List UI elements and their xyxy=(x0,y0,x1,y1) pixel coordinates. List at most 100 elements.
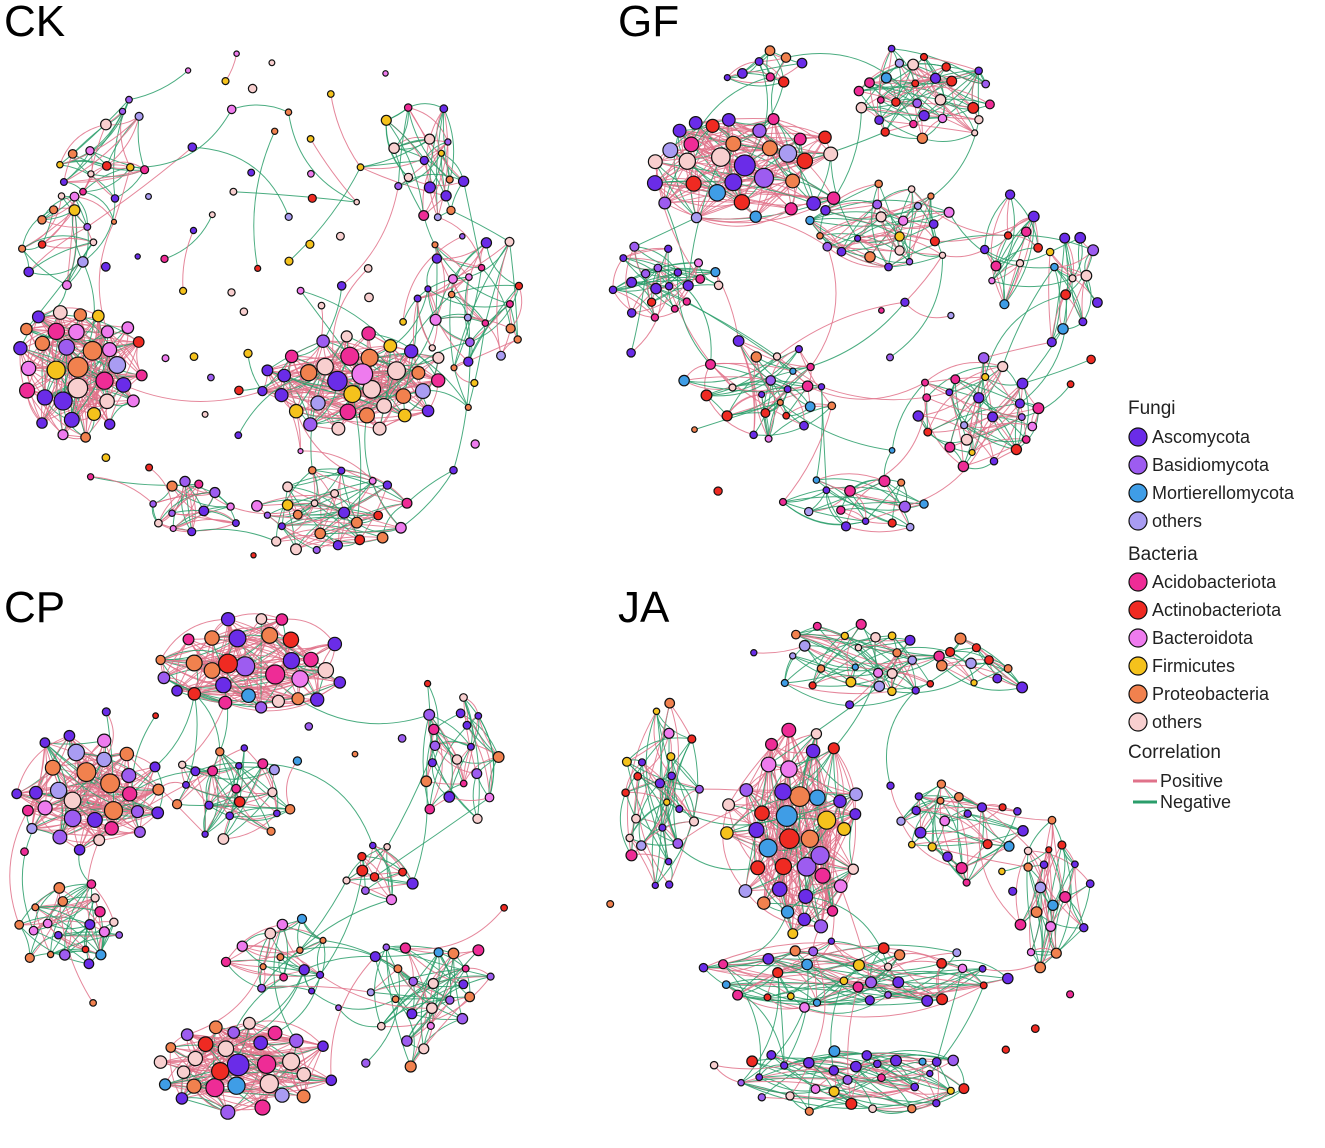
edge-negative xyxy=(753,829,788,913)
network-node xyxy=(772,352,782,361)
edge-positive xyxy=(19,897,96,926)
edge-negative xyxy=(395,998,415,1067)
edge-positive xyxy=(225,918,303,963)
network-node xyxy=(304,722,314,731)
network-node xyxy=(936,958,947,969)
edge-positive xyxy=(172,484,200,529)
edge-negative xyxy=(626,737,692,763)
network-node xyxy=(39,737,51,749)
network-node xyxy=(14,919,25,930)
network-node xyxy=(250,552,257,559)
network-node xyxy=(284,256,294,266)
edge-positive xyxy=(696,160,806,219)
edge-positive xyxy=(16,785,130,795)
network-node xyxy=(182,633,195,646)
edge-negative xyxy=(623,257,670,287)
network-node xyxy=(778,497,788,507)
network-node xyxy=(782,411,791,420)
edge-positive xyxy=(41,173,92,221)
edge-positive xyxy=(858,644,913,661)
edge-negative xyxy=(991,277,1073,288)
network-node xyxy=(914,792,924,801)
network-node xyxy=(90,893,100,903)
legend-label-basidiomycota: Basidiomycota xyxy=(1152,455,1270,475)
edge-negative xyxy=(59,99,130,166)
edge-negative xyxy=(830,980,845,1071)
network-node xyxy=(775,804,798,827)
edge-negative xyxy=(273,924,297,1042)
network-node xyxy=(836,505,846,515)
network-node xyxy=(496,350,507,361)
network-node xyxy=(721,410,733,422)
network-node xyxy=(713,280,724,291)
network-node xyxy=(259,1073,279,1094)
network-node xyxy=(853,234,862,242)
network-node xyxy=(240,744,249,752)
network-node xyxy=(861,1050,873,1061)
network-node xyxy=(1020,226,1032,238)
network-node xyxy=(796,152,814,170)
network-node xyxy=(673,268,683,277)
network-node xyxy=(135,369,148,382)
edge-positive xyxy=(423,141,449,216)
network-node xyxy=(189,352,199,362)
edge-negative xyxy=(338,1007,382,1028)
edge-positive xyxy=(923,56,979,72)
edge-positive xyxy=(98,221,115,332)
network-node xyxy=(83,958,95,970)
edge-positive xyxy=(324,361,424,392)
network-node xyxy=(968,448,976,457)
edge-negative xyxy=(1008,234,1094,251)
edge-negative xyxy=(1055,844,1072,954)
network-node xyxy=(284,212,293,221)
network-node xyxy=(1010,443,1023,456)
network-node xyxy=(104,820,119,836)
network-node xyxy=(849,787,863,802)
edge-positive xyxy=(924,382,1022,418)
edge-positive xyxy=(911,840,988,846)
network-node xyxy=(166,480,178,492)
network-node xyxy=(725,135,742,152)
network-node xyxy=(764,434,773,443)
network-node xyxy=(63,809,82,828)
network-node xyxy=(373,510,384,521)
network-node xyxy=(338,506,351,519)
network-node xyxy=(816,232,824,240)
network-node xyxy=(810,728,823,740)
network-node xyxy=(960,433,973,446)
network-node xyxy=(806,196,821,211)
network-node xyxy=(664,281,674,291)
network-node xyxy=(176,1065,191,1079)
network-node xyxy=(672,123,687,138)
network-node xyxy=(1026,948,1036,957)
network-node xyxy=(449,465,458,475)
edge-negative xyxy=(923,56,945,119)
network-node xyxy=(307,193,317,203)
edge-positive xyxy=(16,735,70,794)
edge-negative xyxy=(400,469,454,529)
edge-positive xyxy=(158,483,200,524)
network-node xyxy=(514,281,524,291)
network-node xyxy=(444,138,452,146)
edge-positive xyxy=(911,188,1009,236)
edge-positive xyxy=(496,241,510,356)
network-node xyxy=(688,115,703,130)
edge-negative xyxy=(744,61,769,166)
edge-negative xyxy=(1021,383,1072,418)
network-node xyxy=(914,826,927,839)
network-node xyxy=(1003,231,1013,240)
network-node xyxy=(905,522,915,532)
network-node xyxy=(971,643,982,653)
edge-layer-ck xyxy=(19,53,523,551)
edge-positive xyxy=(341,470,408,504)
network-node xyxy=(157,671,171,685)
edge-negative xyxy=(770,1054,852,1105)
network-node xyxy=(431,373,446,388)
network-node xyxy=(723,73,731,82)
network-node xyxy=(992,673,1003,684)
edge-negative xyxy=(472,773,478,819)
edge-negative xyxy=(222,763,264,840)
network-node xyxy=(963,809,972,819)
network-node xyxy=(839,976,849,986)
network-node xyxy=(421,404,435,418)
